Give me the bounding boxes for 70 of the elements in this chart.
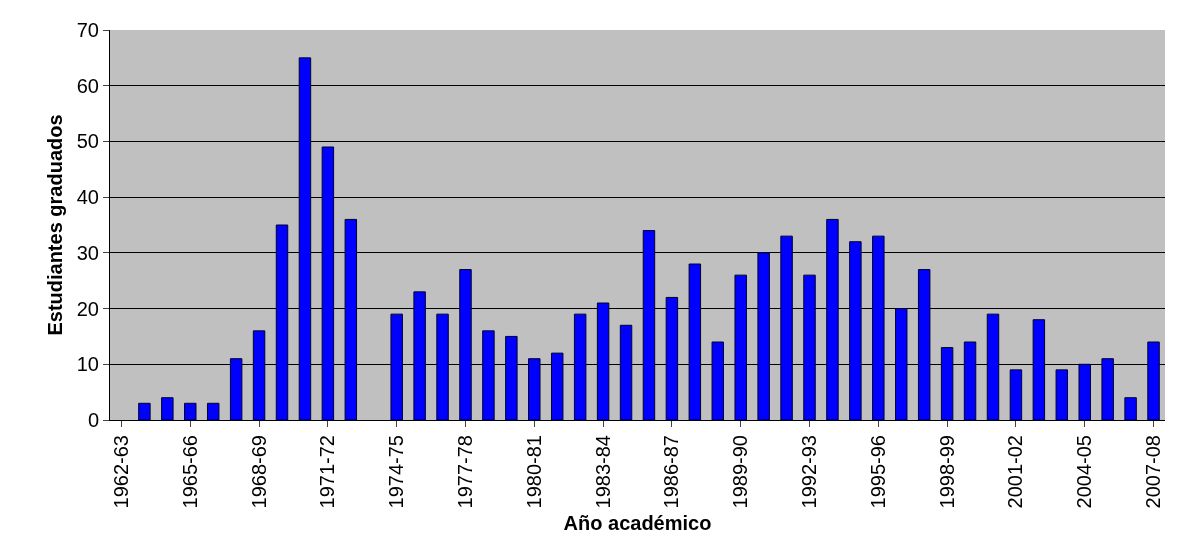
y-tick-label: 30 bbox=[76, 241, 99, 264]
x-tick-label: 1968-69 bbox=[247, 435, 270, 509]
y-tick-label: 40 bbox=[76, 186, 99, 209]
bar bbox=[963, 341, 977, 420]
bar bbox=[665, 296, 679, 420]
bar bbox=[872, 235, 885, 420]
bar bbox=[986, 313, 1000, 420]
x-tick-label: 1962-63 bbox=[109, 435, 132, 509]
x-tick-label: 1971-72 bbox=[316, 435, 339, 509]
bar bbox=[275, 224, 289, 420]
x-tick-label: 1995-96 bbox=[866, 435, 889, 509]
y-tick-label: 10 bbox=[76, 353, 99, 376]
x-axis-title: Año académico bbox=[563, 511, 712, 534]
bar bbox=[688, 263, 702, 420]
bar bbox=[252, 330, 266, 420]
bar bbox=[1055, 369, 1069, 420]
bar bbox=[734, 274, 747, 420]
bar bbox=[161, 397, 174, 420]
y-tick-label: 60 bbox=[76, 74, 99, 97]
bar bbox=[1009, 369, 1023, 420]
x-tick-label: 1998-99 bbox=[935, 435, 958, 509]
bar bbox=[1078, 363, 1091, 420]
bar bbox=[849, 241, 862, 420]
bar bbox=[826, 218, 839, 420]
bar bbox=[436, 313, 449, 420]
bar bbox=[757, 252, 770, 420]
x-tick-label: 2001-02 bbox=[1004, 435, 1027, 509]
bar bbox=[229, 358, 243, 420]
bar bbox=[1147, 341, 1160, 420]
bar bbox=[780, 235, 793, 420]
x-tick-label: 1989-90 bbox=[729, 435, 752, 509]
bar bbox=[505, 335, 518, 420]
bar bbox=[413, 291, 426, 420]
bar bbox=[184, 402, 197, 420]
bar bbox=[138, 402, 151, 420]
bar bbox=[550, 352, 564, 420]
y-tick-label: 0 bbox=[87, 409, 99, 431]
y-tick-label: 70 bbox=[76, 19, 99, 41]
bar bbox=[1032, 319, 1046, 420]
y-tick-label: 20 bbox=[76, 297, 99, 320]
x-tick-label: 2004-05 bbox=[1073, 435, 1096, 509]
bar bbox=[573, 313, 587, 420]
y-tick-label: 50 bbox=[76, 130, 99, 153]
x-tick-label: 1986-87 bbox=[660, 435, 683, 509]
bar bbox=[206, 402, 220, 420]
bar bbox=[482, 330, 495, 420]
bar bbox=[459, 269, 472, 420]
bar bbox=[596, 302, 610, 420]
bar bbox=[619, 324, 633, 420]
bar bbox=[940, 347, 954, 420]
bar bbox=[1124, 397, 1137, 420]
x-tick-label: 1974-75 bbox=[385, 435, 408, 509]
bar bbox=[528, 358, 541, 420]
x-tick-label: 1983-84 bbox=[591, 435, 614, 509]
bar bbox=[1101, 358, 1114, 420]
bar bbox=[298, 57, 312, 420]
bar bbox=[390, 313, 403, 420]
x-tick-label: 1992-93 bbox=[798, 435, 821, 509]
x-tick-label: 1977-78 bbox=[453, 435, 476, 509]
x-tick-label: 1980-81 bbox=[522, 435, 545, 509]
y-axis-title: Estudiantes graduados bbox=[44, 114, 67, 336]
bar bbox=[895, 308, 908, 420]
bar bbox=[917, 269, 931, 420]
x-tick-label: 2007-08 bbox=[1142, 435, 1165, 509]
bar bbox=[711, 341, 725, 420]
bar bbox=[803, 274, 816, 420]
bar bbox=[321, 146, 335, 420]
bar bbox=[344, 218, 358, 420]
x-tick-label: 1965-66 bbox=[178, 435, 201, 509]
bar bbox=[642, 230, 656, 420]
